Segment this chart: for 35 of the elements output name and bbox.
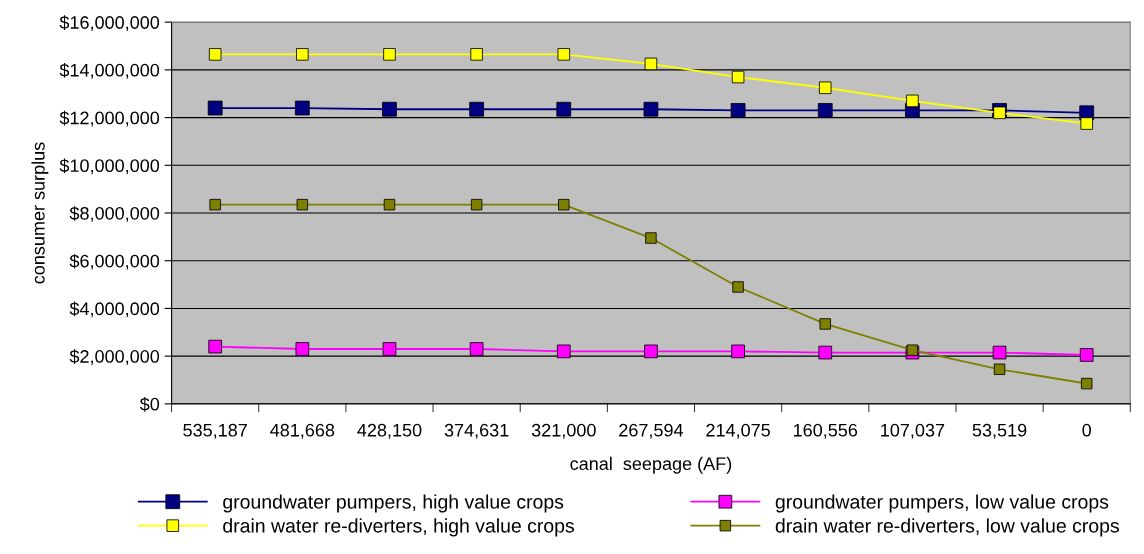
y-tick-label: $4,000,000 [69, 301, 160, 318]
y-tick-label: $0 [139, 397, 160, 412]
x-tick-label: 160,556 [793, 423, 858, 439]
point [208, 339, 222, 354]
y-tick-label: $8,000,000 [69, 206, 160, 222]
legend-label: groundwater pumpers, low value crops [775, 494, 1109, 513]
x-tick-label: 107,037 [881, 423, 945, 439]
point [469, 101, 484, 117]
point [818, 81, 832, 95]
legend-label: drain water re-diverters, high value crops [223, 518, 574, 537]
y-tick-label: $14,000,000 [59, 63, 160, 79]
y-tick-label: $12,000,000 [59, 110, 160, 127]
y-axis-title: consumer surplus [31, 142, 49, 284]
x-axis-title: canal seepage (AF) [570, 456, 732, 474]
x-tick-label: 53,519 [972, 423, 1027, 439]
x-tick-label: 535,187 [183, 423, 247, 439]
x-tick-label: 374,631 [444, 423, 509, 439]
y-tick-label: $16,000,000 [59, 15, 160, 32]
point [644, 57, 658, 71]
x-tick-label: 481,668 [270, 423, 335, 439]
point [817, 103, 833, 118]
legend-label: groundwater pumpers, high value crops [223, 494, 564, 513]
y-tick-label: $10,000,000 [59, 158, 160, 175]
x-tick-label: 321,000 [531, 423, 596, 439]
legend-label: drain water re-diverters, low value crops [775, 518, 1119, 537]
x-tick-label: 428,150 [357, 423, 422, 439]
x-tick-label: 214,075 [706, 423, 770, 439]
x-tick-label: 0 [1082, 423, 1092, 437]
y-tick-label: $6,000,000 [69, 253, 160, 270]
y-tick-label: $2,000,000 [69, 349, 160, 366]
x-tick-label: 267,594 [619, 423, 684, 439]
point [731, 70, 745, 84]
point [1081, 377, 1093, 390]
point [730, 103, 746, 118]
point [294, 100, 310, 116]
